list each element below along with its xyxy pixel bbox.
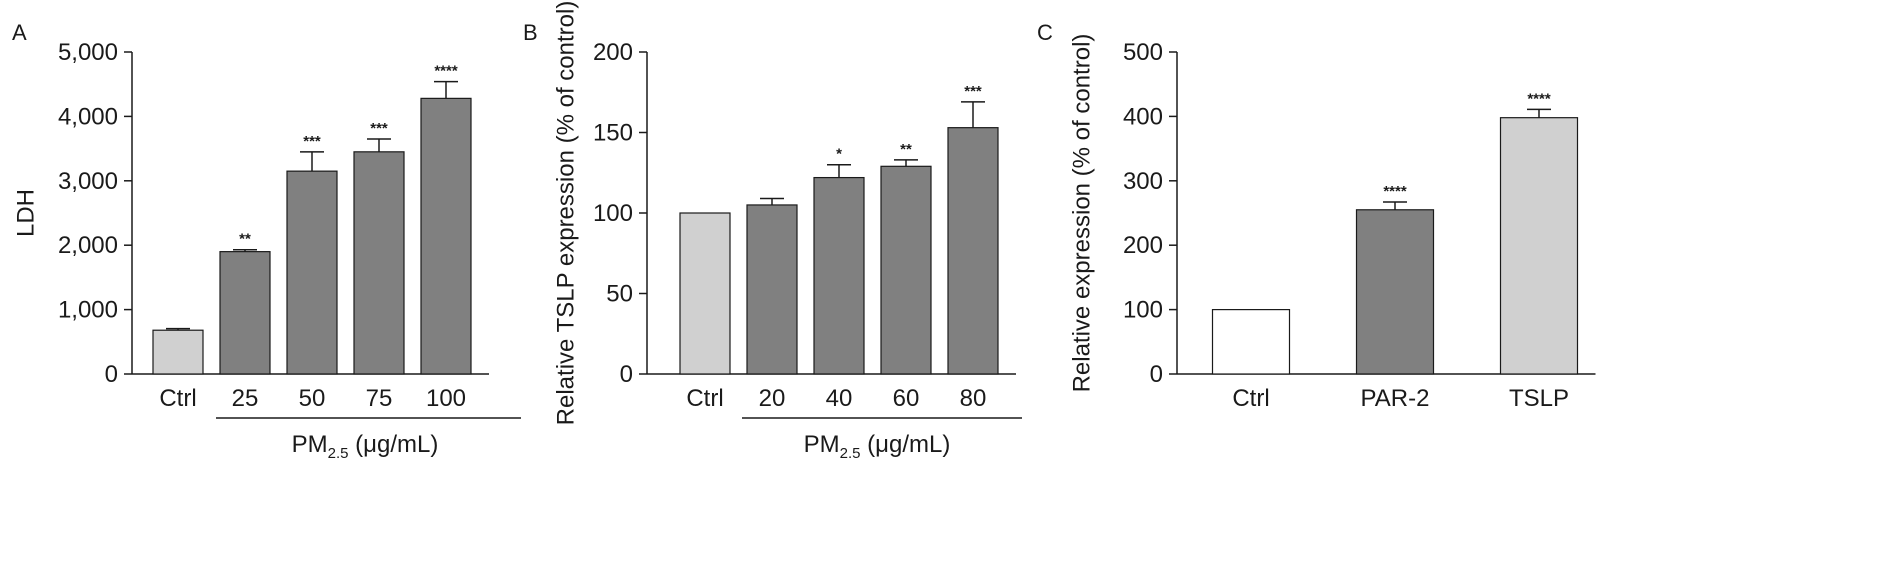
bar xyxy=(1211,309,1291,375)
y-tick-label: 0 xyxy=(620,361,633,388)
y-tick-label: 200 xyxy=(1123,232,1163,259)
group-label: PM2.5 (μg/mL) xyxy=(292,431,439,462)
x-tick-label: PAR-2 xyxy=(1361,385,1430,412)
significance-label: *** xyxy=(303,133,321,150)
y-tick-label: 150 xyxy=(593,120,633,147)
y-tick-label: 5,000 xyxy=(58,39,118,66)
significance-label: **** xyxy=(1383,183,1407,200)
x-tick-label: 40 xyxy=(826,385,853,412)
significance-label: **** xyxy=(1527,90,1551,107)
y-tick-label: 50 xyxy=(606,281,633,308)
x-tick-label: Ctrl xyxy=(159,385,196,412)
y-axis-label: Relative expression (% of control) xyxy=(1069,34,1096,393)
y-axis-label: LDH xyxy=(13,189,40,237)
y-tick-label: 1,000 xyxy=(58,297,118,324)
x-tick-label: 80 xyxy=(960,385,987,412)
y-tick-label: 3,000 xyxy=(58,168,118,195)
significance-label: ** xyxy=(900,141,912,158)
chart-panel-b: B 0 50 100 150 200 Relative TSLP expression (%… xyxy=(523,1,1022,462)
bar xyxy=(219,251,271,375)
panel-letter: C xyxy=(1037,20,1053,45)
y-tick-label: 4,000 xyxy=(58,103,118,130)
significance-label: *** xyxy=(370,120,388,137)
x-tick-label: 25 xyxy=(232,385,259,412)
significance-label: **** xyxy=(434,63,458,80)
y-tick-label: 100 xyxy=(593,200,633,227)
y-tick-label: 2,000 xyxy=(58,232,118,259)
significance-label: *** xyxy=(964,83,982,100)
y-tick-label: 200 xyxy=(593,39,633,66)
bar xyxy=(1355,209,1435,375)
x-tick-label: TSLP xyxy=(1509,385,1569,412)
significance-label: ** xyxy=(239,231,251,248)
bar xyxy=(420,97,472,375)
y-tick-label: 100 xyxy=(1123,297,1163,324)
x-tick-label: 60 xyxy=(893,385,920,412)
bar xyxy=(286,170,338,375)
bar xyxy=(880,165,932,375)
y-tick-label: 300 xyxy=(1123,168,1163,195)
bar xyxy=(353,151,405,375)
x-tick-label: 20 xyxy=(759,385,786,412)
chart-panel-a: A 0 1,000 2,000 3,000 4,000 5,000 LDH Ctrl ** 25 **… xyxy=(12,20,521,462)
panel-letter: B xyxy=(523,20,538,45)
y-tick-label: 500 xyxy=(1123,39,1163,66)
bar xyxy=(679,212,731,375)
x-tick-label: Ctrl xyxy=(1232,385,1269,412)
bar xyxy=(746,204,798,375)
bar xyxy=(947,127,999,375)
panel-letter: A xyxy=(12,20,27,45)
group-label: PM2.5 (μg/mL) xyxy=(804,431,951,462)
x-tick-label: 50 xyxy=(299,385,326,412)
bar xyxy=(813,176,865,375)
y-tick-label: 0 xyxy=(1150,361,1163,388)
y-tick-label: 400 xyxy=(1123,103,1163,130)
bar xyxy=(152,329,204,375)
bar xyxy=(1499,117,1579,375)
chart-panel-c: C 0 100 200 300 400 500 Relative expression (% … xyxy=(1037,20,1596,412)
y-axis-label: Relative TSLP expression (% of control) xyxy=(553,1,580,426)
x-tick-label: 100 xyxy=(426,385,466,412)
x-tick-label: 75 xyxy=(366,385,393,412)
y-tick-label: 0 xyxy=(105,361,118,388)
significance-label: * xyxy=(836,146,842,163)
x-tick-label: Ctrl xyxy=(686,385,723,412)
